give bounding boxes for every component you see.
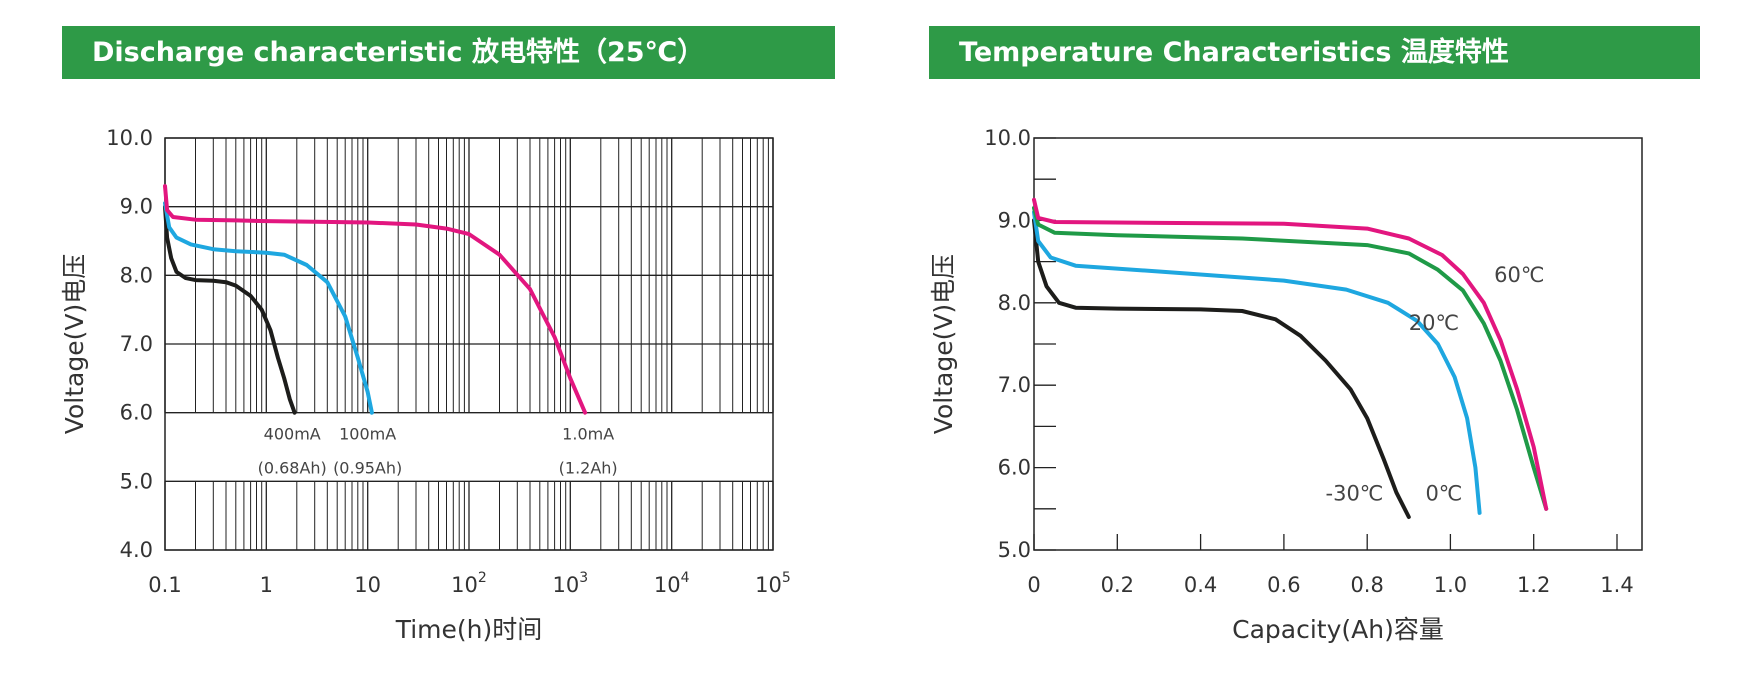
series-label: 60℃ (1494, 263, 1544, 287)
x-tick-base: 10 (553, 573, 580, 597)
y-tick-label: 8.0 (120, 263, 153, 287)
temperature-panel-header: Temperature Characteristics 温度特性 (929, 26, 1700, 79)
x-tick-base: 10 (755, 573, 782, 597)
x-tick-label: 1.4 (1600, 573, 1633, 597)
x-tick-label: 0.6 (1267, 573, 1300, 597)
discharge-curve-3 (163, 184, 588, 415)
temperature-chart: 5.0 6.0 7.0 8.0 9.0 10.0 0 0.2 0.4 0.6 0.8 1.0 1.2 1.… (929, 126, 1643, 644)
x-tick-base: 10 (654, 573, 681, 597)
x-tick-exponent: 3 (579, 570, 588, 586)
y-tick-label: 7.0 (120, 332, 153, 356)
temperature-curve-4 (1032, 197, 1549, 511)
y-tick-label: 9.0 (998, 208, 1031, 232)
x-axis-label: Time(h)时间 (395, 615, 543, 644)
y-tick-label: 10.0 (984, 126, 1031, 150)
x-tick-label: 1 (260, 573, 273, 597)
current-annotation: (1.2Ah) (559, 459, 618, 478)
y-tick-label: 6.0 (998, 456, 1031, 480)
y-tick-label: 9.0 (120, 195, 153, 219)
discharge-curve-2 (163, 201, 374, 415)
current-annotation: 100mA (339, 424, 396, 443)
current-annotation: 1.0mA (562, 424, 614, 443)
x-axis-label: Capacity(Ah)容量 (1232, 615, 1444, 644)
x-tick-exponent: 2 (478, 570, 487, 586)
current-annotation: (0.68Ah) (258, 459, 327, 478)
x-tick-label: 102 (451, 570, 487, 597)
x-tick-label: 1.2 (1517, 573, 1550, 597)
y-tick-label: 5.0 (120, 469, 153, 493)
y-tick-label: 4.0 (120, 538, 153, 562)
temperature-curve-2 (1032, 210, 1482, 515)
y-tick-label: 10.0 (106, 126, 153, 150)
temperature-curve-3 (1032, 206, 1549, 511)
x-tick-label: 103 (553, 570, 589, 597)
x-tick-base: 0.1 (148, 573, 181, 597)
discharge-chart: 4.05.06.07.08.09.010.00.1 1 10 102 103 104 105… (60, 126, 791, 644)
y-axis-label: Voltage(V)电压 (929, 254, 958, 434)
y-tick-label: 8.0 (998, 291, 1031, 315)
x-tick-base: 1 (260, 573, 273, 597)
temperature-curve-1 (1032, 218, 1411, 519)
x-tick-label: 0.2 (1101, 573, 1134, 597)
current-annotation: 400mA (264, 424, 321, 443)
x-tick-base: 10 (451, 573, 478, 597)
x-tick-label: 10 (354, 573, 381, 597)
series-label: 20℃ (1409, 311, 1459, 335)
y-tick-label: 7.0 (998, 373, 1031, 397)
x-tick-exponent: 5 (782, 570, 791, 586)
x-tick-base: 10 (354, 573, 381, 597)
series-label: 0℃ (1425, 482, 1462, 506)
plot-frame (164, 137, 774, 551)
y-tick-label: 6.0 (120, 401, 153, 425)
x-tick-label: 104 (654, 570, 690, 597)
series-label: -30℃ (1326, 482, 1384, 506)
discharge-panel-header: Discharge characteristic 放电特性（25℃） (62, 26, 835, 79)
x-tick-label: 1.0 (1434, 573, 1467, 597)
x-tick-label: 105 (755, 570, 791, 597)
x-tick-label: 0.1 (148, 573, 181, 597)
current-annotation: (0.95Ah) (333, 459, 402, 478)
y-tick-label: 5.0 (998, 538, 1031, 562)
x-tick-label: 0.8 (1350, 573, 1383, 597)
y-axis-label: Voltage(V)电压 (60, 254, 89, 434)
x-tick-label: 0.4 (1184, 573, 1217, 597)
x-tick-label: 0 (1027, 573, 1040, 597)
discharge-curve-1 (163, 204, 297, 415)
x-tick-exponent: 4 (681, 570, 690, 586)
